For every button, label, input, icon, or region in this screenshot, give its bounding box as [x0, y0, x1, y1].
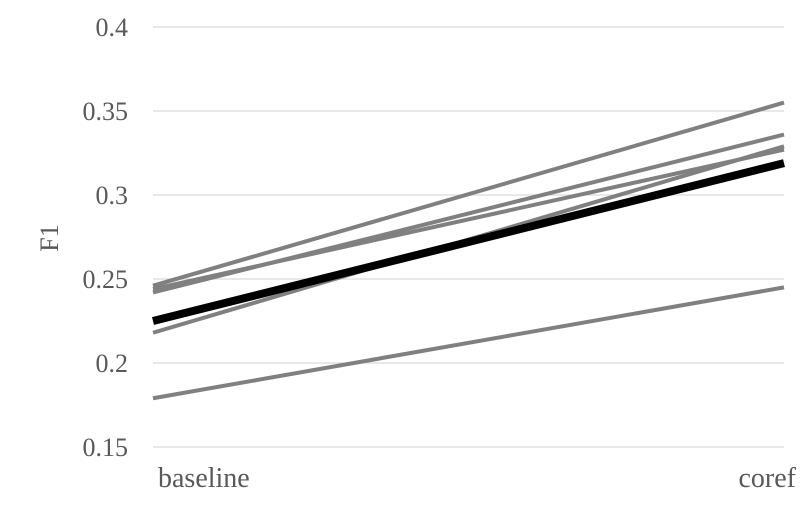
- y-tick-label: 0.15: [83, 433, 129, 462]
- y-axis-ticks: 0.15 0.2 0.25 0.3 0.35 0.4: [83, 13, 129, 462]
- series-line: [152, 100, 785, 288]
- y-tick-label: 0.4: [96, 13, 129, 42]
- series-line-highlighted: [152, 159, 785, 325]
- x-category-label: coref: [738, 463, 796, 494]
- y-axis-title: F1: [35, 224, 64, 251]
- gridlines: [153, 26, 784, 448]
- x-axis-categories: baseline coref: [158, 463, 797, 494]
- series-line: [152, 147, 785, 292]
- y-tick-label: 0.25: [83, 265, 129, 294]
- series-line: [152, 285, 785, 401]
- y-tick-label: 0.2: [96, 349, 129, 378]
- y-tick-label: 0.3: [96, 181, 129, 210]
- y-tick-label: 0.35: [83, 97, 129, 126]
- x-category-label: baseline: [158, 463, 250, 494]
- series-lines: [152, 100, 785, 401]
